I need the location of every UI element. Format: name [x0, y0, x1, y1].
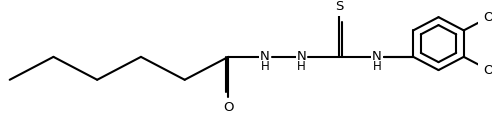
Text: H: H — [260, 60, 269, 74]
Text: O: O — [223, 101, 234, 114]
Text: H: H — [372, 60, 381, 74]
Text: N: N — [296, 50, 306, 63]
Text: S: S — [335, 0, 343, 13]
Text: N: N — [260, 50, 270, 63]
Text: O: O — [484, 64, 492, 77]
Text: O: O — [484, 11, 492, 24]
Text: N: N — [372, 50, 382, 63]
Text: H: H — [297, 60, 306, 74]
